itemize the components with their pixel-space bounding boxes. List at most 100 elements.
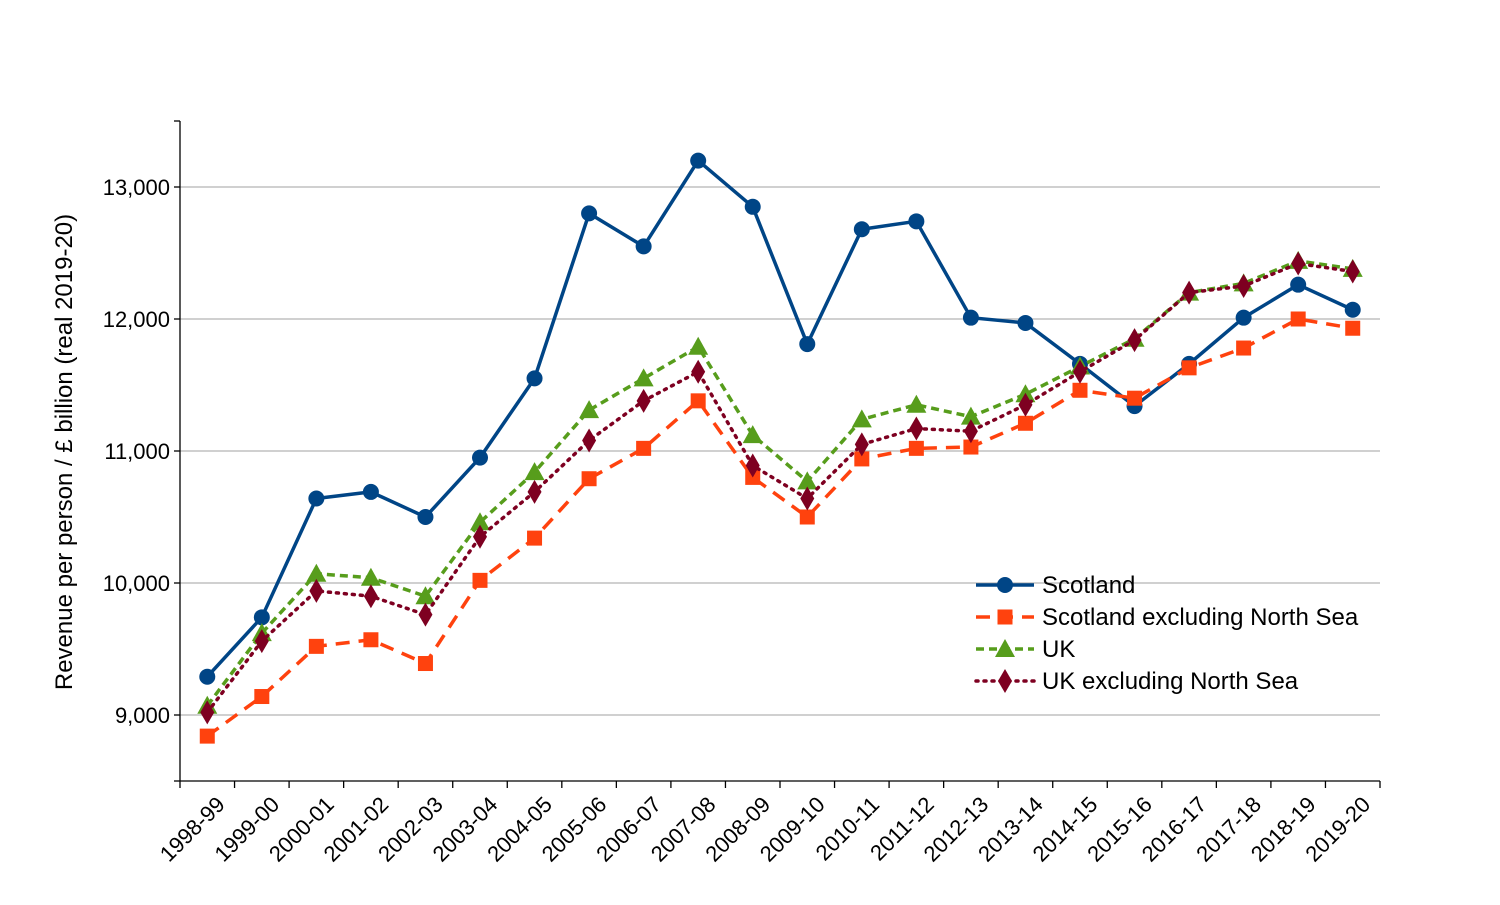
- series-line: [206, 317, 1354, 738]
- data-point: [308, 638, 324, 654]
- data-point: [851, 409, 872, 428]
- data-point: [636, 388, 651, 413]
- data-point: [582, 428, 597, 453]
- data-point: [963, 419, 978, 444]
- legend-label: UK: [1042, 636, 1075, 663]
- data-point: [417, 509, 434, 525]
- data-point: [690, 393, 706, 409]
- y-tick-label: 9,000: [115, 703, 170, 728]
- y-tick-label: 10,000: [103, 571, 170, 596]
- data-point: [415, 586, 436, 605]
- data-point: [200, 700, 215, 725]
- data-point: [633, 368, 654, 387]
- data-point: [960, 406, 981, 425]
- data-point: [799, 509, 815, 525]
- legend-marker: [995, 639, 1015, 657]
- data-point: [470, 512, 490, 531]
- series-line: [205, 261, 1355, 715]
- data-point: [253, 609, 270, 626]
- data-point: [360, 567, 381, 586]
- y-tick-label: 12,000: [103, 307, 170, 332]
- data-point: [581, 205, 598, 222]
- data-point: [1182, 280, 1197, 305]
- data-point: [527, 479, 542, 504]
- y-axis-title: Revenue per person / £ billion (real 201…: [51, 214, 78, 690]
- data-point: [472, 449, 488, 466]
- data-point: [363, 584, 378, 609]
- data-point: [254, 629, 269, 654]
- data-point: [853, 221, 870, 238]
- data-point: [962, 309, 979, 326]
- data-point: [691, 359, 706, 384]
- data-point: [800, 486, 815, 511]
- data-point: [1236, 274, 1251, 298]
- data-point: [688, 336, 709, 355]
- data-point: [1127, 328, 1142, 353]
- legend: Scotland Scotland excluding North Sea UK UK…: [974, 572, 1359, 695]
- data-point: [1235, 309, 1252, 326]
- legend-item: UK excluding North Sea: [974, 668, 1299, 695]
- series-scotland-excluding-north-sea: [199, 311, 1361, 744]
- data-point: [526, 370, 543, 387]
- data-point: [199, 668, 216, 685]
- data-point: [1181, 360, 1197, 376]
- data-point: [306, 563, 327, 582]
- axes: 9,00010,00011,00012,00013,0001998-991999…: [103, 120, 1381, 867]
- data-point: [199, 728, 215, 744]
- data-point: [908, 213, 925, 230]
- data-point: [363, 632, 379, 648]
- data-point: [581, 471, 597, 487]
- data-point: [309, 578, 324, 603]
- data-point: [579, 400, 600, 419]
- data-point: [854, 432, 869, 457]
- data-point: [636, 440, 652, 456]
- gridlines: [180, 186, 1380, 716]
- data-point: [1072, 382, 1088, 398]
- data-point: [690, 152, 707, 169]
- data-point: [527, 530, 543, 546]
- series-layer: [197, 152, 1363, 744]
- data-point: [745, 453, 760, 478]
- legend-marker: [997, 609, 1013, 625]
- data-point: [797, 471, 818, 490]
- data-point: [418, 602, 433, 627]
- data-point: [742, 425, 763, 444]
- y-tick-label: 11,000: [104, 439, 170, 464]
- data-point: [908, 440, 924, 456]
- data-point: [799, 336, 816, 353]
- data-point: [1017, 415, 1033, 431]
- legend-label: Scotland: [1042, 572, 1135, 599]
- series-uk-excluding-north-sea: [200, 251, 1360, 725]
- series-line: [205, 259, 1353, 707]
- data-point: [1345, 259, 1360, 284]
- legend-marker: [997, 577, 1013, 593]
- data-point: [473, 524, 487, 549]
- data-point: [362, 483, 379, 500]
- data-point: [635, 238, 652, 255]
- data-point: [1291, 251, 1306, 276]
- data-point: [854, 451, 870, 467]
- legend-item: UK: [976, 636, 1075, 663]
- data-point: [524, 462, 545, 481]
- data-point: [1018, 392, 1033, 417]
- legend-item: Scotland: [976, 572, 1135, 599]
- data-point: [963, 439, 979, 455]
- data-point: [472, 572, 488, 588]
- data-point: [417, 656, 433, 672]
- data-point: [1345, 320, 1361, 336]
- data-point: [1290, 311, 1306, 327]
- data-point: [1344, 301, 1361, 318]
- y-tick-label: 13,000: [103, 175, 170, 200]
- legend-label: UK excluding North Sea: [1042, 668, 1299, 695]
- data-point: [909, 416, 924, 441]
- data-point: [1290, 276, 1307, 293]
- legend-marker: [998, 669, 1012, 693]
- data-point: [744, 198, 761, 215]
- data-point: [1236, 340, 1252, 356]
- data-point: [308, 490, 325, 507]
- legend-label: Scotland excluding North Sea: [1042, 604, 1359, 631]
- data-point: [1017, 314, 1034, 331]
- data-point: [254, 689, 270, 705]
